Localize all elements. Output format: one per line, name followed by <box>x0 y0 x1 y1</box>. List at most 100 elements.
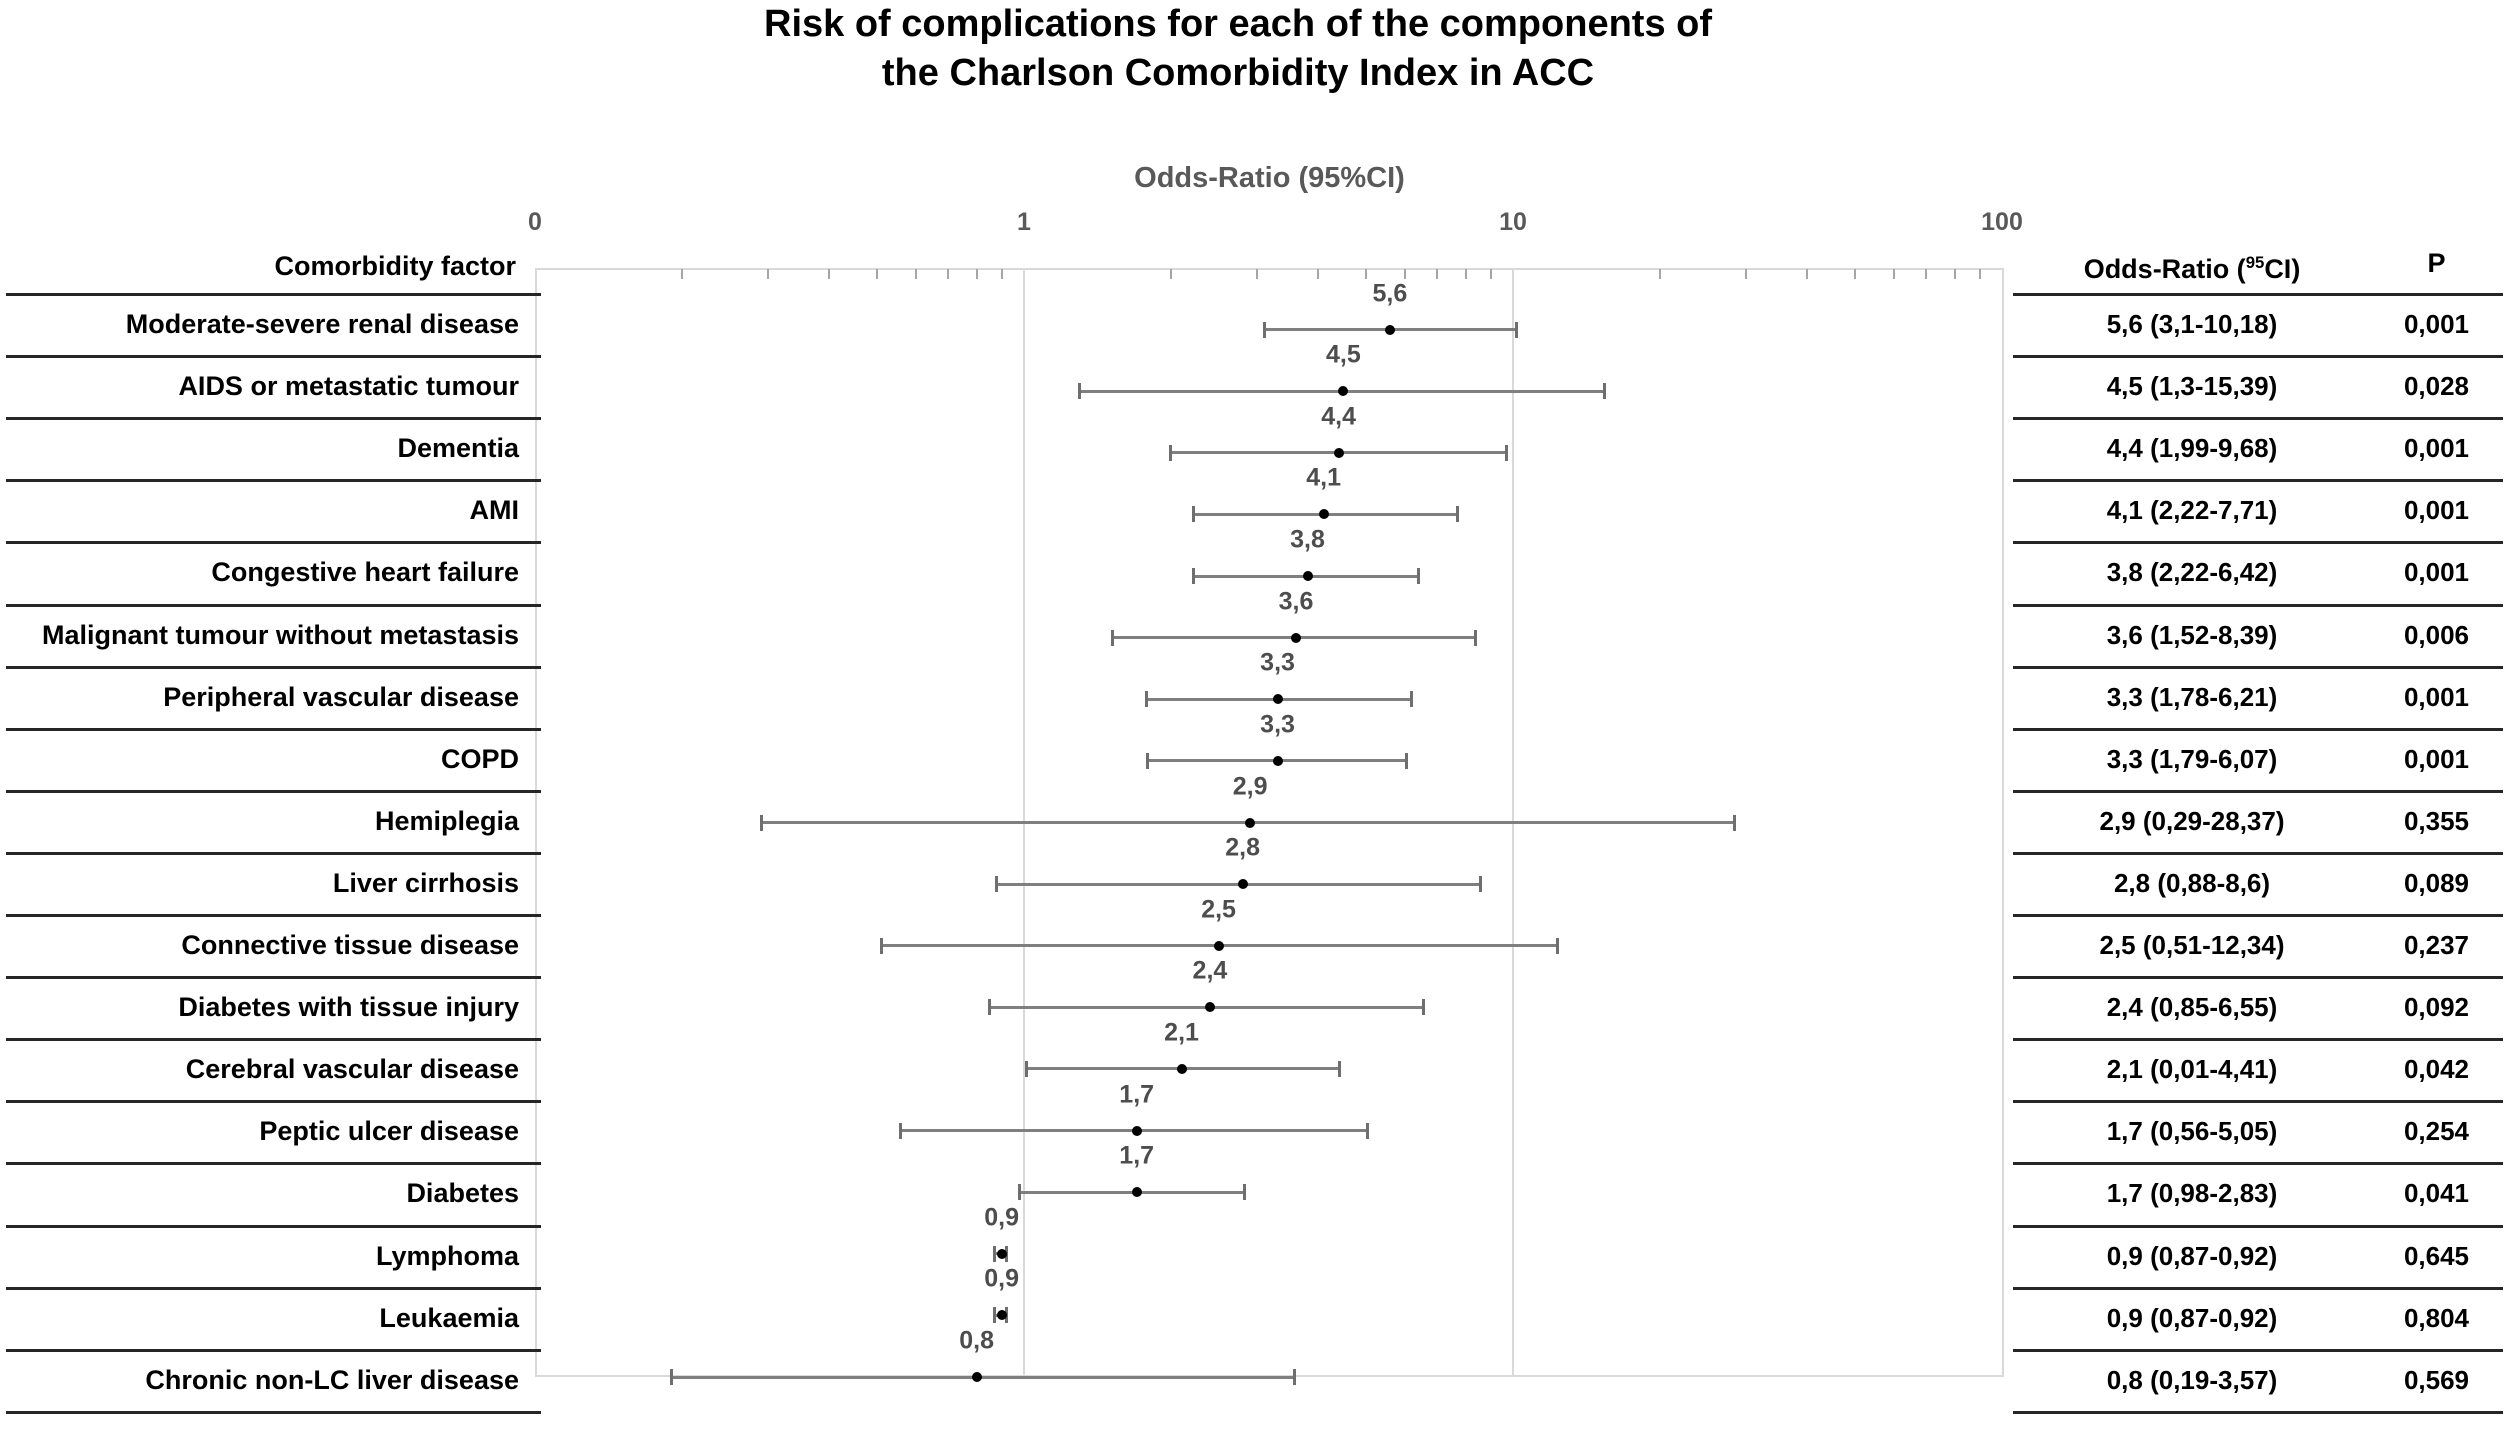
or-ci-cell: 3,8 (2,22-6,42) <box>2106 557 2278 587</box>
row-label: Hemiplegia <box>374 806 519 836</box>
p-cell: 0,001 <box>2403 433 2470 463</box>
table-separator-left <box>6 1100 541 1103</box>
error-bar-cap-high <box>1515 321 1519 338</box>
figure-title-line1: Risk of complications for each of the co… <box>764 3 1712 45</box>
or-ci-cell: 0,9 (0,87-0,92) <box>2106 1241 2278 1271</box>
value-label: 2,1 <box>1164 1018 1199 1047</box>
error-bar-cap-high <box>1732 814 1736 831</box>
error-bar-cap-low <box>1191 506 1195 523</box>
minor-tick <box>1364 269 1367 279</box>
error-bar-cap-high <box>1405 752 1409 769</box>
table-separator-left <box>6 293 541 296</box>
table-separator-right <box>2013 1411 2503 1414</box>
value-label: 0,9 <box>984 1203 1019 1232</box>
point-marker <box>1338 386 1349 397</box>
table-separator-left <box>6 355 541 358</box>
p-cell: 0,001 <box>2403 682 2470 712</box>
value-label: 4,4 <box>1321 402 1357 431</box>
value-label: 3,3 <box>1260 710 1295 739</box>
point-marker <box>1291 632 1302 643</box>
point-marker <box>1204 1002 1215 1013</box>
value-label: 2,8 <box>1225 833 1261 862</box>
or-ci-cell: 5,6 (3,1-10,18) <box>2106 309 2278 339</box>
or-ci-cell: 4,5 (1,3-15,39) <box>2106 371 2278 401</box>
or-ci-cell: 2,8 (0,88-8,6) <box>2113 868 2271 898</box>
value-label: 2,5 <box>1201 895 1236 924</box>
value-label: 0,8 <box>959 1326 994 1355</box>
minor-tick <box>1659 269 1662 279</box>
minor-tick <box>1953 269 1956 279</box>
value-label: 1,7 <box>1119 1080 1155 1109</box>
p-cell: 0,804 <box>2403 1303 2470 1333</box>
p-cell: 0,001 <box>2403 557 2470 587</box>
error-bar-cap-low <box>1111 629 1115 646</box>
table-separator-right <box>2013 355 2503 358</box>
minor-tick <box>914 269 917 279</box>
error-bar-cap-low <box>1262 321 1266 338</box>
p-cell: 0,237 <box>2403 930 2470 960</box>
minor-tick <box>1000 269 1003 279</box>
p-cell: 0,041 <box>2403 1178 2470 1208</box>
point-marker <box>1245 817 1256 828</box>
value-label: 2,4 <box>1192 956 1228 985</box>
table-separator-left <box>6 604 541 607</box>
table-separator-left <box>6 541 541 544</box>
x-tick-label-0: 0 <box>528 208 542 236</box>
p-cell: 0,089 <box>2403 868 2470 898</box>
or-ci-cell: 1,7 (0,56-5,05) <box>2106 1116 2278 1146</box>
table-separator-right <box>2013 1287 2503 1290</box>
error-bar-cap-low <box>1018 1184 1022 1201</box>
point-marker <box>1318 509 1329 520</box>
row-label: Connective tissue disease <box>181 930 519 960</box>
table-separator-right <box>2013 1162 2503 1165</box>
value-label: 3,3 <box>1260 648 1295 677</box>
table-separator-left <box>6 1287 541 1290</box>
error-bar-cap-low <box>1024 1060 1028 1077</box>
minor-tick <box>681 269 684 279</box>
table-separator-right <box>2013 1225 2503 1228</box>
table-separator-left <box>6 666 541 669</box>
or-ci-cell: 3,3 (1,79-6,07) <box>2106 744 2278 774</box>
row-label: Liver cirrhosis <box>332 868 519 898</box>
table-separator-left <box>6 1411 541 1414</box>
table-separator-left <box>6 1038 541 1041</box>
minor-tick <box>1806 269 1809 279</box>
error-bar-cap-low <box>669 1369 673 1385</box>
value-label: 3,6 <box>1278 587 1314 616</box>
p-cell: 0,092 <box>2403 992 2470 1022</box>
error-bar-cap-high <box>1474 629 1478 646</box>
error-bar-cap-high <box>1243 1184 1247 1201</box>
or-ci-cell: 2,9 (0,29-28,37) <box>2099 806 2285 836</box>
error-bar-cap-low <box>1168 444 1172 461</box>
point-marker <box>1213 940 1224 951</box>
table-separator-right <box>2013 666 2503 669</box>
p-cell: 0,001 <box>2403 495 2470 525</box>
row-label: Diabetes <box>406 1178 519 1208</box>
row-label: COPD <box>440 744 519 774</box>
p-cell: 0,042 <box>2403 1054 2470 1084</box>
x-tick-label-100: 100 <box>1981 208 2023 236</box>
table-separator-left <box>6 479 541 482</box>
or-header-prefix: Odds-Ratio ( <box>2083 254 2246 284</box>
error-bar-cap-low <box>879 937 883 954</box>
minor-tick <box>1892 269 1895 279</box>
table-separator-left <box>6 1225 541 1228</box>
error-bar-cap-low <box>759 814 763 831</box>
value-label: 5,6 <box>1372 279 1408 308</box>
error-bar-cap-high <box>1292 1369 1296 1385</box>
minor-tick <box>1317 269 1320 279</box>
value-label: 2,9 <box>1232 772 1268 800</box>
or-ci-cell: 0,9 (0,87-0,92) <box>2106 1303 2278 1333</box>
minor-tick <box>1256 269 1259 279</box>
or-ci-cell: 4,1 (2,22-7,71) <box>2106 495 2278 525</box>
minor-tick <box>767 269 770 279</box>
or-ci-cell: 2,5 (0,51-12,34) <box>2099 930 2285 960</box>
table-separator-left <box>6 914 541 917</box>
error-bar-cap-low <box>992 1307 996 1324</box>
p-cell: 0,028 <box>2403 371 2470 401</box>
row-label: Cerebral vascular disease <box>185 1054 519 1084</box>
or-ci-cell: 3,6 (1,52-8,39) <box>2106 620 2278 650</box>
p-cell: 0,254 <box>2403 1116 2470 1146</box>
minor-tick <box>1464 269 1467 279</box>
value-label: 4,1 <box>1306 463 1342 492</box>
